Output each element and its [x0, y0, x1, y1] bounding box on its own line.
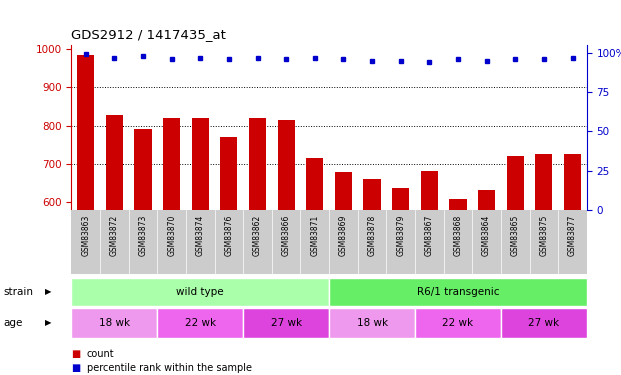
Text: GSM83869: GSM83869 — [339, 215, 348, 256]
Text: 27 wk: 27 wk — [528, 318, 560, 328]
Text: 22 wk: 22 wk — [184, 318, 216, 328]
Bar — [77, 55, 94, 375]
Bar — [220, 138, 237, 375]
Text: GSM83863: GSM83863 — [81, 215, 90, 256]
Text: GSM83877: GSM83877 — [568, 215, 577, 256]
Bar — [329, 278, 587, 306]
Bar — [163, 118, 180, 375]
Text: 22 wk: 22 wk — [442, 318, 474, 328]
Text: GSM83874: GSM83874 — [196, 215, 205, 256]
Bar — [363, 178, 381, 375]
Text: GSM83875: GSM83875 — [540, 215, 548, 256]
Bar — [278, 120, 295, 375]
Text: GSM83865: GSM83865 — [510, 215, 520, 256]
Text: wild type: wild type — [176, 286, 224, 297]
Bar — [249, 118, 266, 375]
Bar — [535, 154, 553, 375]
Text: strain: strain — [3, 286, 33, 297]
Text: GSM83862: GSM83862 — [253, 215, 262, 256]
Text: GSM83879: GSM83879 — [396, 215, 406, 256]
Text: GSM83873: GSM83873 — [138, 215, 148, 256]
Text: 18 wk: 18 wk — [99, 318, 130, 328]
Text: ▶: ▶ — [45, 318, 51, 327]
Bar — [329, 308, 415, 338]
Text: percentile rank within the sample: percentile rank within the sample — [87, 363, 252, 373]
Text: GSM83878: GSM83878 — [368, 215, 376, 256]
Text: count: count — [87, 350, 114, 359]
Bar — [392, 188, 409, 375]
Bar — [450, 199, 466, 375]
Bar — [306, 158, 324, 375]
Text: ■: ■ — [71, 363, 81, 373]
Bar — [157, 308, 243, 338]
Text: GSM83872: GSM83872 — [110, 215, 119, 256]
Text: 27 wk: 27 wk — [271, 318, 302, 328]
Text: GSM83866: GSM83866 — [282, 215, 291, 256]
Text: age: age — [3, 318, 22, 328]
Text: ■: ■ — [71, 350, 81, 359]
Bar — [564, 154, 581, 375]
Text: 18 wk: 18 wk — [356, 318, 388, 328]
Text: ▶: ▶ — [45, 287, 51, 296]
Bar — [478, 190, 495, 375]
Bar — [106, 115, 123, 375]
Text: GSM83870: GSM83870 — [167, 215, 176, 256]
Text: GDS2912 / 1417435_at: GDS2912 / 1417435_at — [71, 28, 226, 41]
Bar — [71, 308, 157, 338]
Bar — [501, 308, 587, 338]
Text: GSM83867: GSM83867 — [425, 215, 434, 256]
Bar — [421, 171, 438, 375]
Bar — [415, 308, 501, 338]
Text: R6/1 transgenic: R6/1 transgenic — [417, 286, 499, 297]
Bar — [507, 156, 524, 375]
Text: GSM83868: GSM83868 — [453, 215, 463, 256]
Text: GSM83864: GSM83864 — [482, 215, 491, 256]
Bar — [134, 129, 152, 375]
Bar — [243, 308, 329, 338]
Text: GSM83871: GSM83871 — [310, 215, 319, 256]
Bar — [71, 278, 329, 306]
Bar — [192, 118, 209, 375]
Bar — [335, 172, 352, 375]
Text: GSM83876: GSM83876 — [224, 215, 233, 256]
